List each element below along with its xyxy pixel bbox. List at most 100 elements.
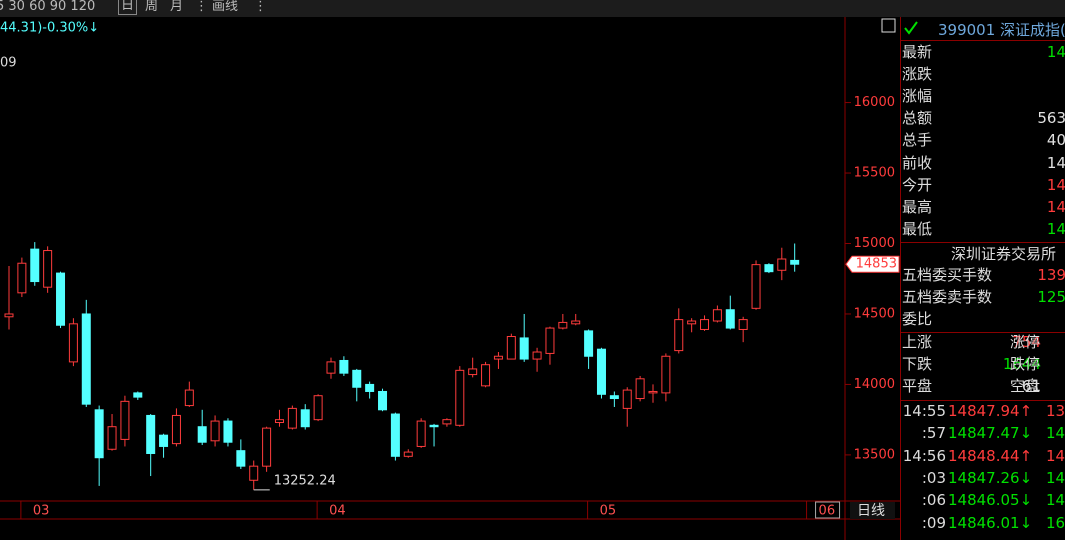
tick-price: 14846.01↓	[948, 513, 1033, 532]
x-tick-label: 04	[329, 504, 346, 519]
candle-body	[609, 395, 619, 400]
row-label: 前收	[902, 153, 933, 172]
x-tick-label: 03	[33, 504, 50, 519]
tick-price: 14847.26↓	[948, 468, 1033, 487]
candle-body	[738, 319, 748, 330]
x-tick-label: 05	[600, 504, 617, 519]
row-label: 最高	[902, 197, 933, 216]
y-tick-label: 14500	[854, 306, 895, 321]
candle-body	[107, 426, 117, 450]
candle-body	[133, 392, 143, 398]
row-label: 涨跌	[902, 65, 933, 84]
candle-body	[622, 389, 632, 409]
quote-panel: 399001 深证成指( 最新 14 涨跌 涨幅 总额 563 总手 40 前收 14 今开 14 最高…	[900, 17, 1065, 540]
candle-body	[390, 413, 400, 457]
week-button[interactable]: 周	[145, 0, 159, 14]
candle-body	[56, 272, 66, 326]
divider	[901, 40, 1065, 41]
candle-body	[712, 309, 722, 322]
candle-body	[596, 348, 606, 395]
tick-volume: 142	[1046, 446, 1065, 465]
change-label: 44.31)-0.30%↓	[0, 21, 99, 36]
candle-body	[416, 420, 426, 447]
check-icon	[904, 21, 918, 35]
month-button[interactable]: 月	[170, 0, 184, 14]
period-label: 日线	[857, 503, 885, 519]
panel-toggle[interactable]	[881, 18, 896, 33]
candle-body	[171, 414, 181, 445]
order-label: 五档委卖手数	[902, 288, 993, 306]
row-label: 总手	[902, 131, 933, 150]
candle-body	[455, 369, 465, 426]
candle-body	[635, 378, 645, 400]
tick-time: :57	[921, 424, 946, 443]
divider	[901, 332, 1065, 333]
candle-body	[648, 390, 658, 394]
tick-price: 14847.47↓	[948, 424, 1033, 443]
last-tag	[845, 255, 900, 273]
y-tick-label: 14000	[854, 377, 895, 392]
candle-body	[429, 424, 439, 428]
period-buttons[interactable]: 5 30 60 90 120	[0, 0, 96, 14]
candle-body	[468, 368, 478, 376]
candle-body	[352, 369, 362, 388]
candle-body	[81, 313, 91, 405]
candle-body	[493, 355, 503, 360]
row-value: 40	[1046, 131, 1065, 150]
candle-body	[365, 383, 375, 392]
order-label: 委比	[902, 310, 933, 328]
tick-volume: 149	[1046, 491, 1065, 510]
candle-body	[506, 336, 516, 360]
candle-body	[790, 259, 800, 265]
candle-body	[558, 321, 568, 329]
candle-body	[661, 355, 671, 394]
tick-volume: 135	[1046, 402, 1065, 420]
tick-volume: 146	[1046, 424, 1065, 443]
candle-body	[687, 320, 697, 325]
day-button[interactable]: 日	[118, 0, 138, 15]
chart: 44.31)-0.30%↓ 09 日线 13500 14000 14500 15000…	[0, 17, 900, 540]
tick-time: :09	[921, 513, 946, 532]
candle-body	[751, 264, 761, 309]
exchange: 深圳证券交易所	[951, 245, 1057, 263]
more-button[interactable]: ⋮	[254, 0, 267, 14]
row-value: 14	[1046, 219, 1065, 238]
candle-body	[287, 407, 297, 429]
divider	[901, 400, 1065, 401]
candle-body	[249, 465, 259, 481]
last-label: 14853	[856, 257, 897, 272]
row-value: 14	[1046, 153, 1065, 172]
candle-body	[4, 313, 14, 318]
row-label: 最新	[902, 43, 933, 61]
row-label: 总额	[902, 109, 933, 128]
candle-body	[17, 262, 27, 294]
candle-body	[339, 359, 349, 374]
tick-time: 14:56	[902, 446, 946, 465]
breadth-value: 1644	[1002, 355, 1041, 373]
row-value: 14	[1046, 175, 1065, 194]
period-box	[850, 502, 895, 519]
candle-body	[777, 258, 787, 271]
order-value: 125	[1037, 288, 1065, 306]
candle-body	[403, 451, 413, 457]
candle-body	[236, 450, 246, 467]
order-value: 139	[1037, 266, 1065, 284]
breadth-value: 61	[1021, 377, 1041, 395]
candle-body	[545, 327, 555, 354]
candle-body	[262, 427, 272, 467]
draw-button[interactable]: 画线	[212, 0, 239, 14]
candle-body	[725, 309, 735, 329]
tick-time: :03	[921, 468, 946, 487]
y-tick-label: 15000	[854, 236, 895, 251]
breadth-tail: 跌停	[1010, 355, 1041, 373]
more-button[interactable]: ⋮	[195, 0, 208, 14]
candle-body	[300, 409, 310, 428]
row-label: 涨幅	[902, 87, 933, 106]
candle-body	[674, 319, 684, 352]
tick-volume: 162	[1046, 513, 1065, 532]
candle-body	[700, 319, 710, 330]
x-label-box	[815, 501, 841, 519]
y-tick-label: 13500	[854, 447, 895, 462]
tick-time: 14:55	[902, 402, 946, 420]
